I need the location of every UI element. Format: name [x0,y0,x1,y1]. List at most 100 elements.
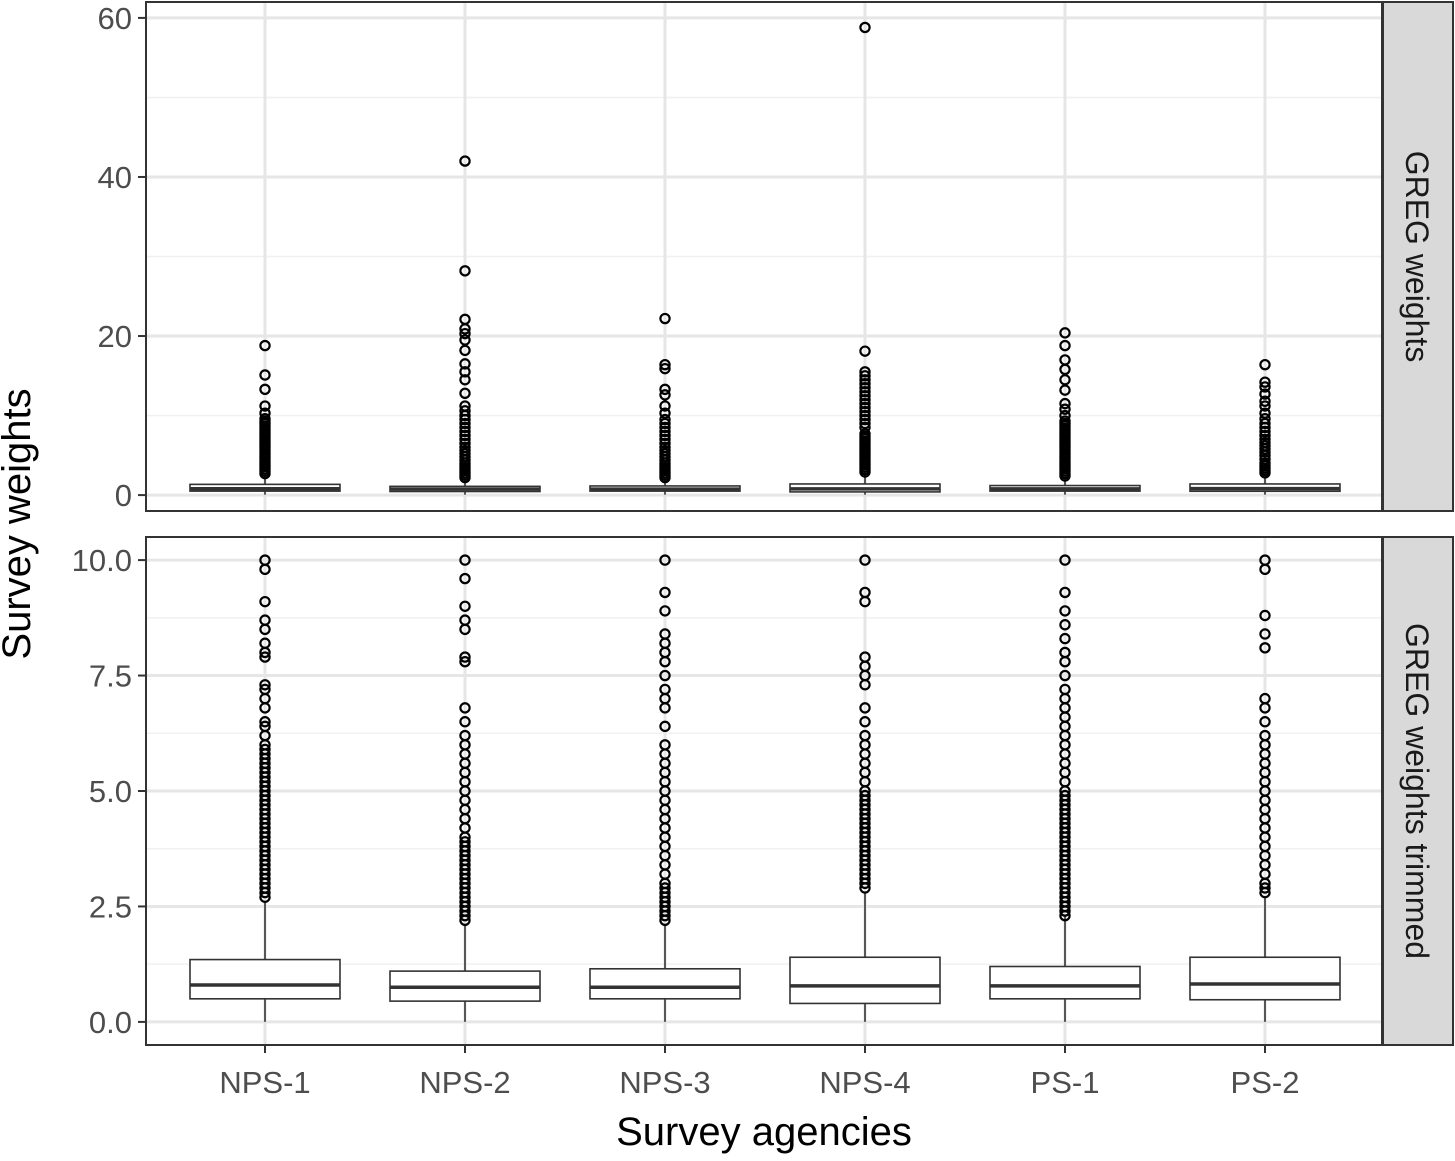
outlier-point [1259,425,1271,438]
y-tick-label: 0 [115,478,132,513]
outlier-point [1259,433,1271,446]
outlier-point [859,405,871,418]
outlier-point [659,683,671,696]
outlier-point [859,409,871,422]
box-group [189,339,341,495]
outlier-point [859,345,871,357]
x-axis: NPS-1 NPS-2 NPS-3 NPS-4 PS-1 PS-2 [219,1045,1299,1100]
outlier-point [459,366,471,378]
outlier-point [659,669,671,682]
outlier-point [659,383,671,396]
outlier-point [1059,374,1071,386]
outlier-point [859,729,871,742]
outlier-point [459,327,471,340]
facet-strip [1382,1,1454,512]
outlier-point [1259,882,1271,894]
outlier-point [1259,554,1271,566]
x-axis-label: Survey agencies [616,1110,912,1154]
outlier-point [459,313,471,326]
outlier-point [459,600,471,612]
outlier-point [1059,669,1071,682]
outlier-point [859,651,871,663]
outlier-point [459,651,471,663]
outlier-point [659,441,671,454]
facet-panel: 0 20 40 60 GREG weights [98,1,1454,513]
outlier-point [459,836,471,848]
outlier-point [259,683,271,696]
outlier-point [1259,388,1271,400]
outlier-point [259,614,271,626]
outlier-point [1259,376,1271,388]
box-group [789,554,941,1022]
outlier-point [459,437,471,450]
outlier-point [659,417,671,430]
y-axis-label: Survey weights [0,388,39,659]
outlier-point [1059,415,1071,427]
outlier-point [859,370,871,382]
outlier-point [1259,642,1271,654]
outlier-point [459,441,471,454]
outlier-point [259,716,271,728]
outlier-point [1059,384,1071,396]
facet-strip-label: GREG weights trimmed [1399,623,1435,959]
y-tick-label: 10.0 [72,543,132,578]
outlier-point [1059,397,1071,410]
outlier-point [459,344,471,357]
facet-panels: 0 20 40 60 GREG weights 0.0 2.5 5.0 7.5 10.0 GREG … [72,1,1454,1046]
outlier-point [659,605,671,617]
outlier-point [259,743,271,756]
y-tick-label: 40 [98,160,132,195]
y-tick-label: 60 [98,1,132,36]
outlier-point [659,358,671,371]
outlier-point [859,382,871,394]
y-tick-label: 5.0 [89,774,132,809]
outlier-point [459,421,471,434]
outlier-point [859,702,871,714]
outlier-point [1059,646,1071,659]
outlier-point [659,586,671,599]
x-tick-label: PS-1 [1031,1065,1100,1100]
outlier-point [1259,716,1271,728]
outlier-point [459,433,471,446]
outlier-point [459,702,471,714]
box-iqr [789,956,941,1005]
outlier-point [1259,429,1271,442]
outlier-point [459,417,471,430]
box-group [1189,554,1341,1022]
box-group [989,327,1141,495]
outlier-point [1259,692,1271,705]
outlier-point [459,358,471,370]
y-tick-label: 0.0 [89,1005,132,1040]
outlier-point [659,882,671,894]
outlier-point [1059,354,1071,366]
outlier-point [1259,453,1271,466]
outlier-point [1059,554,1071,566]
box-group [589,554,741,1022]
outlier-point [1059,409,1071,422]
outlier-point [859,397,871,410]
outlier-point [659,720,671,733]
box-iqr [1189,956,1341,1001]
outlier-point [459,425,471,438]
outlier-point [259,595,271,608]
x-tick-label: NPS-3 [619,1065,710,1100]
outlier-point [859,789,871,802]
facet-panel: 0.0 2.5 5.0 7.5 10.0 GREG weights trimmed [72,536,1454,1046]
outlier-point [859,586,871,599]
outlier-point [659,433,671,446]
outlier-point [459,405,471,417]
box-group [1189,358,1341,495]
outlier-point [659,437,671,450]
outlier-point [259,554,271,566]
outlier-point [659,739,671,751]
box-iqr [189,958,341,1000]
y-tick-label: 20 [98,319,132,354]
facet-strip-label: GREG weights [1399,151,1435,363]
outlier-point [1059,327,1071,339]
outlier-point [859,417,871,430]
outlier-point [859,554,871,566]
outlier-point [859,401,871,414]
outlier-point [259,400,271,412]
